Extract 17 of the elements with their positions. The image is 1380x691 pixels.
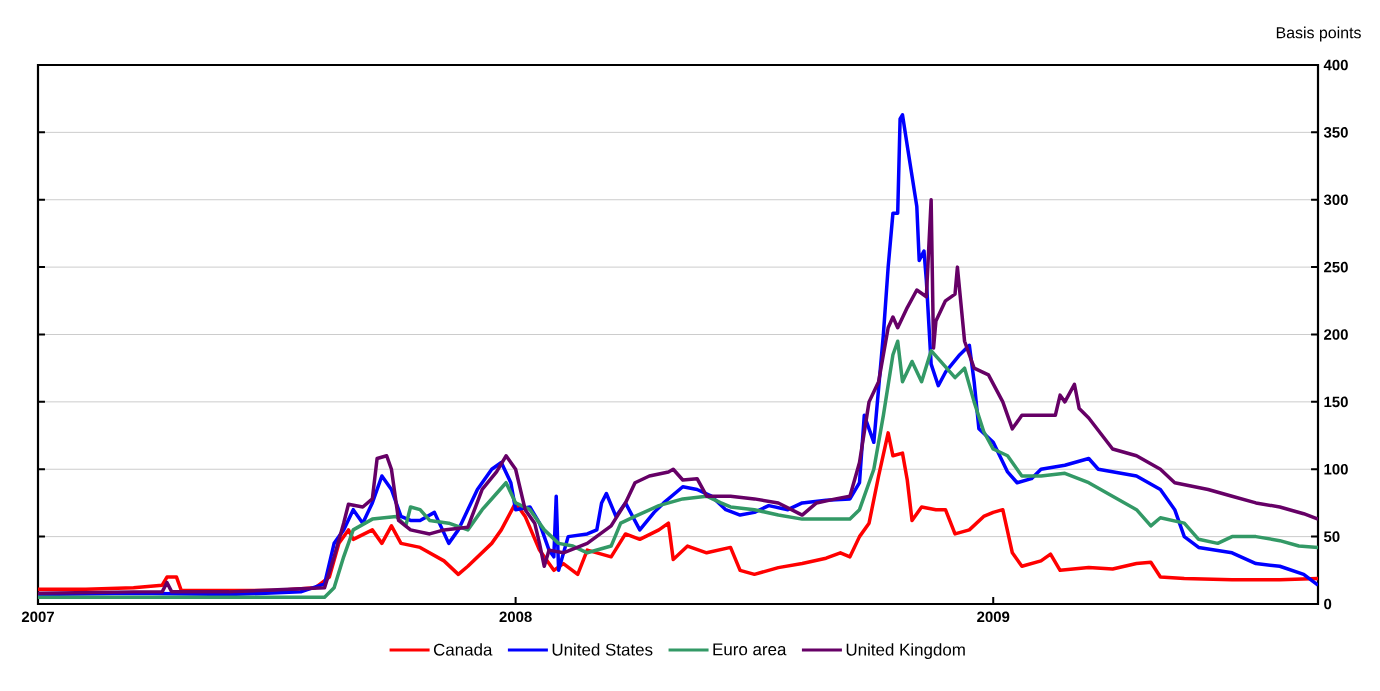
y-tick-label: 50 [1323,531,1340,542]
x-tick-label: 2009 [977,611,1010,623]
y-tick-label: 0 [1324,598,1332,610]
y-tick-label: 100 [1324,463,1348,475]
legend-label: United Kingdom [846,643,965,660]
x-tick-label: 2007 [21,611,54,623]
y-tick-label: 150 [1324,396,1348,408]
legend-label: Euro area [713,643,787,656]
y-tick-label: 300 [1323,194,1348,206]
y-tick-label: 350 [1323,127,1348,138]
legend-label: United States [552,643,653,656]
x-tick-label: 2008 [499,611,532,623]
legend-label: Canada [433,643,493,656]
y-tick-label: 200 [1324,329,1348,340]
y-tick-label: 400 [1323,59,1348,71]
y-axis-title: Basis points [1276,26,1361,42]
y-tick-label: 250 [1324,261,1348,273]
